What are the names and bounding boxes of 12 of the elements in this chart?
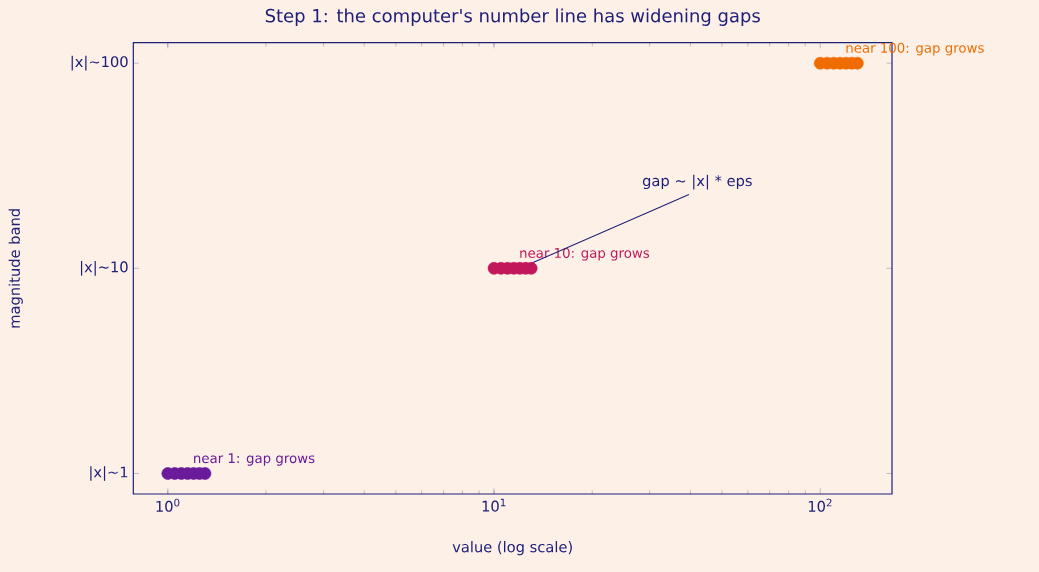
x-axis-title: value (log scale) xyxy=(452,541,572,556)
chart-title: Step 1: the computer's number line has widening gaps xyxy=(265,8,760,26)
series-label: near 10: gap grows xyxy=(520,247,650,261)
y-tick-label: |x|~10 xyxy=(80,261,128,276)
x-tick-label: 10$^{1}$ xyxy=(482,498,506,512)
y-tick-label: |x|~1 xyxy=(90,466,128,481)
annotation: gap ~ |x| * eps xyxy=(642,174,752,190)
y-axis-title: magnitude band xyxy=(8,209,23,328)
y-tick-label: |x|~100 xyxy=(71,55,128,71)
x-tick-label: 10$^{2}$ xyxy=(808,498,832,512)
x-tick-label: 10$^{0}$ xyxy=(156,498,180,512)
series-label: near 1: gap grows xyxy=(194,453,315,466)
